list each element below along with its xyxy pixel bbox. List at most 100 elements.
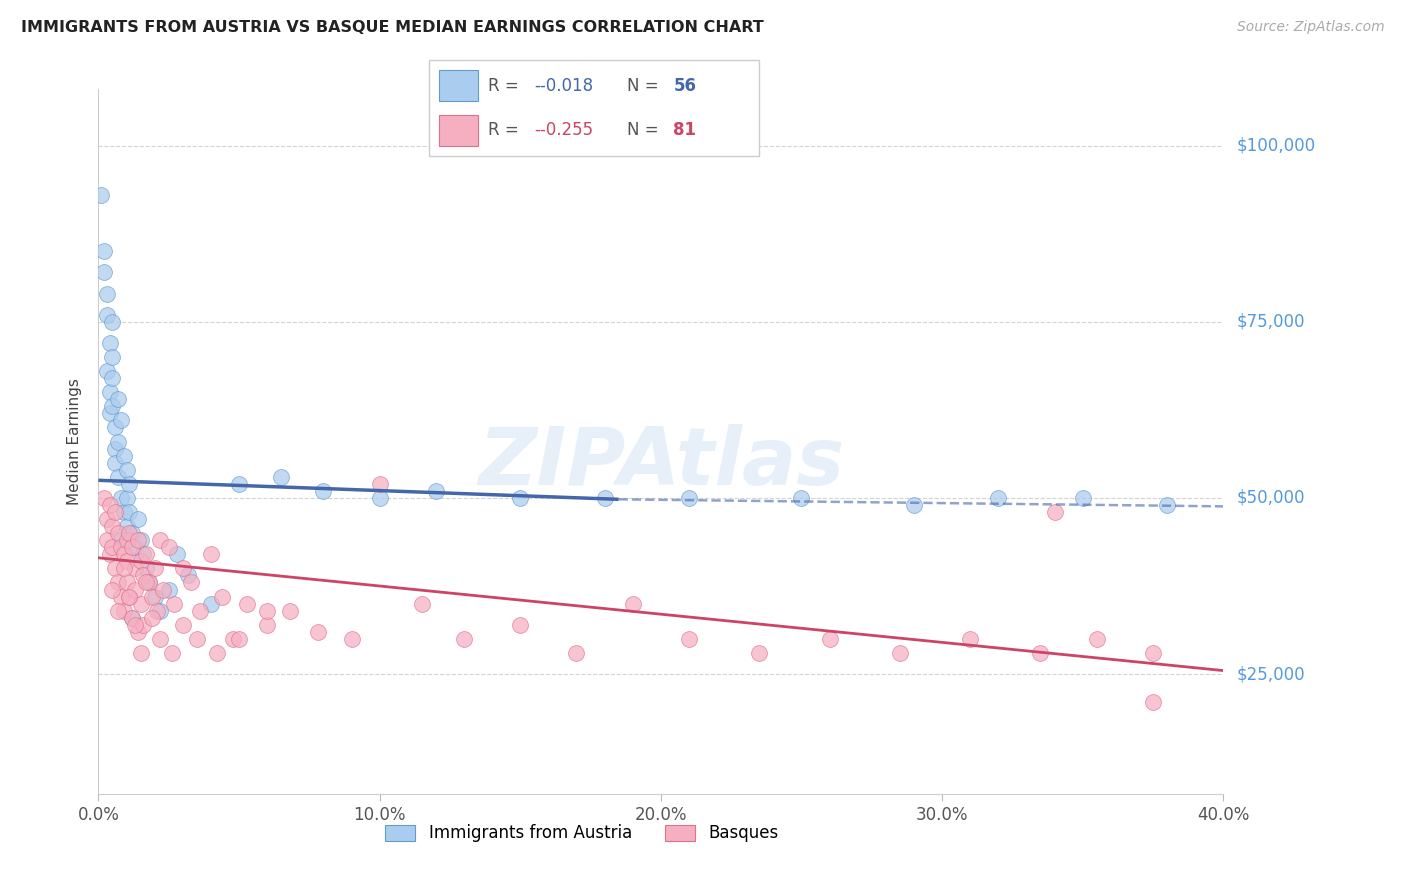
Point — [186, 632, 208, 646]
Point — [621, 597, 644, 611]
Point — [124, 617, 146, 632]
Point — [112, 449, 135, 463]
Text: R =: R = — [488, 77, 524, 95]
Point — [1085, 632, 1108, 646]
Point — [132, 547, 155, 561]
Point — [98, 406, 121, 420]
Point — [96, 512, 118, 526]
Point — [121, 610, 143, 624]
Point — [129, 554, 152, 568]
Point — [112, 561, 135, 575]
Point — [96, 286, 118, 301]
Point — [98, 335, 121, 350]
Point — [129, 597, 152, 611]
Point — [110, 413, 132, 427]
Point — [228, 476, 250, 491]
Point — [101, 582, 124, 597]
Text: N =: N = — [627, 121, 664, 139]
Point — [270, 469, 292, 483]
Point — [425, 483, 447, 498]
Point — [200, 547, 222, 561]
Point — [115, 519, 138, 533]
Point — [124, 540, 146, 554]
Point — [160, 646, 183, 660]
Point — [200, 597, 222, 611]
Point — [340, 632, 363, 646]
Point — [101, 519, 124, 533]
Point — [107, 392, 129, 407]
Point — [118, 590, 141, 604]
Point — [678, 491, 700, 505]
Point — [157, 582, 180, 597]
Point — [188, 604, 211, 618]
Point — [903, 498, 925, 512]
Point — [411, 597, 433, 611]
Legend: Immigrants from Austria, Basques: Immigrants from Austria, Basques — [378, 818, 786, 849]
Point — [307, 624, 329, 639]
Point — [104, 420, 127, 434]
Point — [1156, 498, 1178, 512]
Point — [222, 632, 245, 646]
Point — [236, 597, 259, 611]
Point — [166, 547, 188, 561]
Point — [141, 590, 163, 604]
Point — [104, 456, 127, 470]
Point — [565, 646, 588, 660]
FancyBboxPatch shape — [429, 60, 759, 156]
Point — [104, 442, 127, 456]
Point — [149, 604, 172, 618]
Point — [110, 533, 132, 548]
Point — [93, 244, 115, 259]
Point — [172, 561, 194, 575]
Text: IMMIGRANTS FROM AUSTRIA VS BASQUE MEDIAN EARNINGS CORRELATION CHART: IMMIGRANTS FROM AUSTRIA VS BASQUE MEDIAN… — [21, 20, 763, 35]
Point — [118, 505, 141, 519]
Point — [107, 604, 129, 618]
Point — [121, 610, 143, 624]
Point — [138, 575, 160, 590]
Point — [121, 526, 143, 541]
Point — [127, 624, 149, 639]
Text: Source: ZipAtlas.com: Source: ZipAtlas.com — [1237, 20, 1385, 34]
Point — [149, 632, 172, 646]
Point — [107, 469, 129, 483]
Point — [256, 617, 278, 632]
Point — [101, 350, 124, 364]
Point — [211, 590, 233, 604]
Point — [368, 491, 391, 505]
Point — [141, 610, 163, 624]
Point — [101, 399, 124, 413]
FancyBboxPatch shape — [439, 70, 478, 101]
Point — [593, 491, 616, 505]
Point — [1142, 646, 1164, 660]
Point — [118, 476, 141, 491]
Text: --0.255: --0.255 — [534, 121, 593, 139]
Point — [129, 646, 152, 660]
Point — [256, 604, 278, 618]
Text: 56: 56 — [673, 77, 696, 95]
Point — [146, 604, 169, 618]
Point — [124, 561, 146, 575]
Point — [172, 617, 194, 632]
Point — [112, 604, 135, 618]
Point — [96, 533, 118, 548]
Text: 81: 81 — [673, 121, 696, 139]
Point — [98, 385, 121, 400]
Text: ZIPAtlas: ZIPAtlas — [478, 424, 844, 501]
Text: $50,000: $50,000 — [1237, 489, 1306, 507]
Point — [98, 547, 121, 561]
Point — [104, 505, 127, 519]
Point — [152, 582, 174, 597]
Point — [135, 561, 157, 575]
Point — [205, 646, 228, 660]
Point — [107, 434, 129, 449]
Point — [987, 491, 1010, 505]
Point — [124, 582, 146, 597]
Text: R =: R = — [488, 121, 524, 139]
Point — [509, 491, 531, 505]
Point — [101, 540, 124, 554]
Text: N =: N = — [627, 77, 664, 95]
Point — [157, 540, 180, 554]
Point — [112, 505, 135, 519]
Point — [127, 533, 149, 548]
Point — [149, 533, 172, 548]
